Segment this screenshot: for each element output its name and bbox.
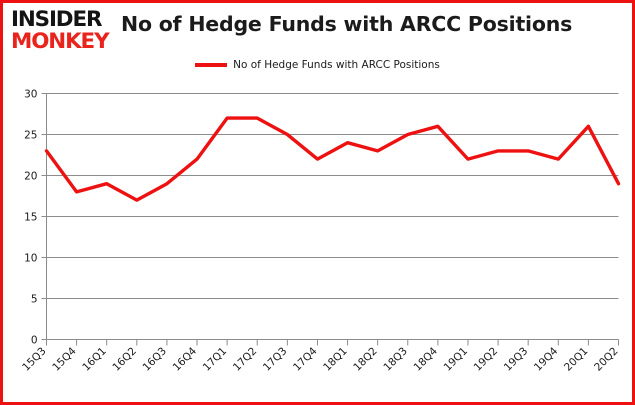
y-tick-label: 20: [24, 170, 37, 182]
x-axis-ticks-group: 15Q3 15Q4 16Q1 16Q2 16Q3 16Q4 17Q1 17Q2 17Q3 17Q4…: [20, 339, 621, 374]
x-tick-label: 19Q2: [472, 345, 501, 374]
data-line: [44, 116, 621, 202]
plot-area: 0 5 10 15 20 25 30 15Q3 15Q4 16Q1 16Q2 16Q3 16Q4 17Q…: [3, 3, 632, 402]
x-tick-label: 16Q2: [110, 345, 139, 374]
logo-line-monkey: MONKEY: [11, 29, 110, 53]
gridlines-group: [46, 93, 619, 340]
y-tick-label: 5: [31, 293, 38, 305]
axes-group: [46, 93, 619, 340]
x-tick-label: 20Q1: [562, 345, 591, 374]
x-tick-label: 18Q1: [321, 345, 350, 374]
y-tick-label: 15: [24, 211, 37, 223]
legend-label: No of Hedge Funds with ARCC Positions: [233, 59, 440, 71]
y-tick-label: 30: [24, 88, 37, 100]
x-tick-label: 17Q3: [261, 345, 290, 374]
x-tick-label: 16Q3: [141, 345, 170, 374]
x-tick-label: 15Q3: [20, 345, 49, 374]
x-tick-label: 17Q4: [291, 345, 320, 374]
x-tick-label: 19Q4: [532, 345, 561, 374]
y-tick-label: 0: [31, 334, 38, 346]
logo-line-insider: INSIDER: [11, 7, 102, 31]
chart-canvas: INSIDER MONKEY No of Hedge Funds with AR…: [3, 3, 632, 402]
y-axis-ticks-group: 0 5 10 15 20 25 30: [24, 88, 47, 346]
chart-header: INSIDER MONKEY No of Hedge Funds with AR…: [3, 3, 632, 53]
insider-monkey-logo: INSIDER MONKEY: [11, 7, 119, 53]
x-tick-label: 19Q3: [502, 345, 531, 374]
x-tick-label: 18Q3: [381, 345, 410, 374]
x-tick-label: 18Q2: [351, 345, 380, 374]
x-tick-label: 16Q4: [171, 345, 200, 374]
x-tick-label: 15Q4: [50, 345, 79, 374]
chart-legend: No of Hedge Funds with ARCC Positions: [3, 59, 632, 71]
x-tick-label: 18Q4: [411, 345, 440, 374]
x-tick-label: 19Q1: [442, 345, 471, 374]
data-series-group: [44, 116, 621, 202]
x-tick-label: 16Q1: [80, 345, 109, 374]
x-tick-label: 17Q1: [201, 345, 230, 374]
y-tick-label: 25: [24, 129, 37, 141]
y-tick-label: 10: [24, 252, 37, 264]
page-title: No of Hedge Funds with ARCC Positions: [121, 12, 573, 36]
x-tick-label: 17Q2: [231, 345, 260, 374]
legend-color-swatch: [195, 63, 228, 67]
x-tick-label: 20Q2: [592, 345, 621, 374]
